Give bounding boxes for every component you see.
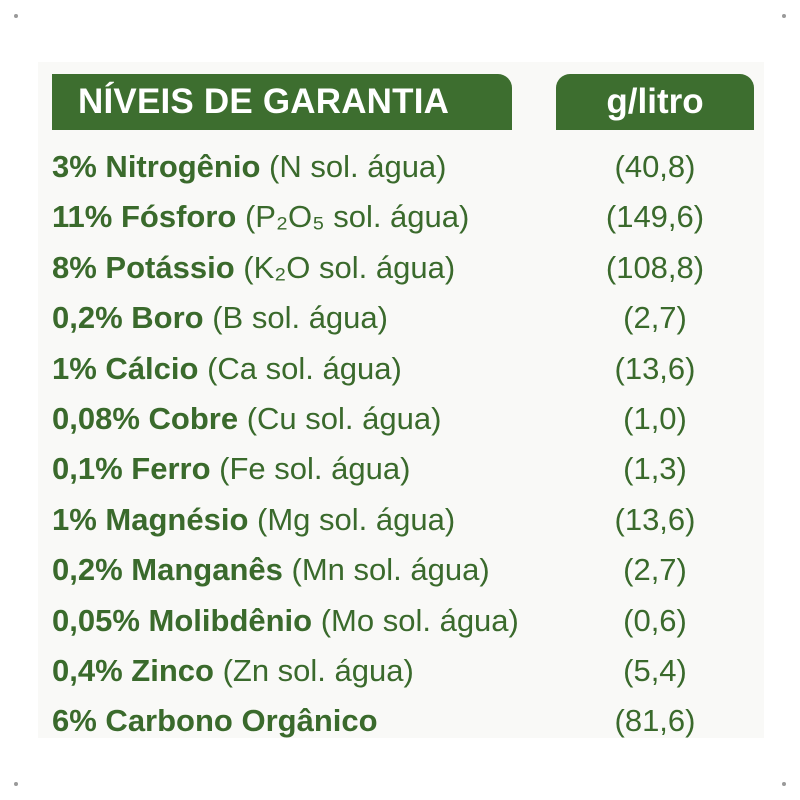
- nutrient-percent: 3%: [52, 149, 97, 184]
- nutrient-row: 0,1% Ferro (Fe sol. água): [52, 444, 410, 494]
- nutrient-row: 0,05% Molibdênio (Mo sol. água): [52, 596, 519, 646]
- guarantee-panel: [38, 62, 764, 738]
- nutrient-row: 6% Carbono Orgânico: [52, 696, 378, 746]
- nutrient-row: 3% Nitrogênio (N sol. água): [52, 142, 447, 192]
- bottom-clip: [38, 738, 764, 800]
- nutrient-name: Nitrogênio: [96, 149, 261, 184]
- nutrient-row: 0,4% Zinco (Zn sol. água): [52, 646, 414, 696]
- nutrient-detail: (Mo sol. água): [312, 603, 519, 638]
- nutrient-name: Carbono Orgânico: [96, 703, 378, 738]
- nutrient-name: Cobre: [139, 401, 239, 436]
- nutrient-value: (149,6): [605, 199, 705, 234]
- nutrient-detail: (Mn sol. água): [282, 552, 490, 587]
- nutrient-percent: 0,2%: [52, 300, 123, 335]
- nutrient-detail: (Cu sol. água): [238, 401, 442, 436]
- nutrient-percent: 0,2%: [52, 552, 123, 587]
- nutrient-row: 1% Magnésio (Mg sol. água): [52, 495, 455, 545]
- nutrient-value: (81,6): [614, 703, 696, 738]
- nutrient-percent: 0,1%: [52, 451, 123, 486]
- nutrient-name: Cálcio: [96, 351, 199, 386]
- nutrient-detail: (N sol. água): [260, 149, 447, 184]
- nutrient-value: (13,6): [614, 351, 696, 386]
- nutrient-value: (5,4): [623, 653, 687, 688]
- nutrient-percent: 1%: [52, 502, 97, 537]
- corner-dot-bottom-right: [782, 782, 786, 786]
- nutrient-percent: 0,05%: [52, 603, 140, 638]
- nutrient-detail: (Fe sol. água): [210, 451, 411, 486]
- nutrient-detail: (Zn sol. água): [213, 653, 414, 688]
- nutrient-row: 1% Cálcio (Ca sol. água): [52, 344, 402, 394]
- nutrient-row: 0,2% Manganês (Mn sol. água): [52, 545, 490, 595]
- nutrient-row: 11% Fósforo (P₂O₅ sol. água): [52, 192, 469, 242]
- nutrient-value: (1,3): [623, 451, 687, 486]
- header-guarantee-levels: NÍVEIS DE GARANTIA: [52, 74, 512, 130]
- nutrient-percent: 6%: [52, 703, 97, 738]
- nutrient-detail: (B sol. água): [203, 300, 388, 335]
- nutrient-detail: (P₂O₅ sol. água): [236, 199, 470, 234]
- nutrient-detail: (Mg sol. água): [248, 502, 456, 537]
- nutrient-name: Fósforo: [112, 199, 237, 234]
- nutrient-percent: 1%: [52, 351, 97, 386]
- nutrient-name: Boro: [122, 300, 204, 335]
- nutrient-percent: 8%: [52, 250, 97, 285]
- nutrient-row: 0,2% Boro (B sol. água): [52, 293, 388, 343]
- corner-dot-top-right: [782, 14, 786, 18]
- nutrient-value: (1,0): [623, 401, 687, 436]
- nutrient-name: Potássio: [96, 250, 235, 285]
- nutrient-name: Molibdênio: [139, 603, 313, 638]
- nutrient-value: (13,6): [614, 502, 696, 537]
- nutrient-value: (2,7): [623, 552, 687, 587]
- nutrient-row: 0,08% Cobre (Cu sol. água): [52, 394, 441, 444]
- nutrient-detail: (Ca sol. água): [198, 351, 402, 386]
- nutrient-percent: 11%: [52, 199, 113, 234]
- nutrient-percent: 0,08%: [52, 401, 140, 436]
- nutrient-percent: 0,4%: [52, 653, 123, 688]
- corner-dot-bottom-left: [14, 782, 18, 786]
- nutrient-name: Zinco: [122, 653, 214, 688]
- corner-dot-top-left: [14, 14, 18, 18]
- nutrient-row: 8% Potássio (K₂O sol. água): [52, 243, 455, 293]
- nutrient-value: (108,8): [605, 250, 705, 285]
- nutrient-detail: (K₂O sol. água): [234, 250, 456, 285]
- header-unit: g/litro: [556, 74, 754, 130]
- nutrient-name: Manganês: [122, 552, 283, 587]
- nutrient-name: Magnésio: [96, 502, 249, 537]
- nutrient-value: (2,7): [623, 300, 687, 335]
- nutrient-value: (0,6): [623, 603, 687, 638]
- nutrient-name: Ferro: [122, 451, 211, 486]
- nutrient-value: (40,8): [614, 149, 696, 184]
